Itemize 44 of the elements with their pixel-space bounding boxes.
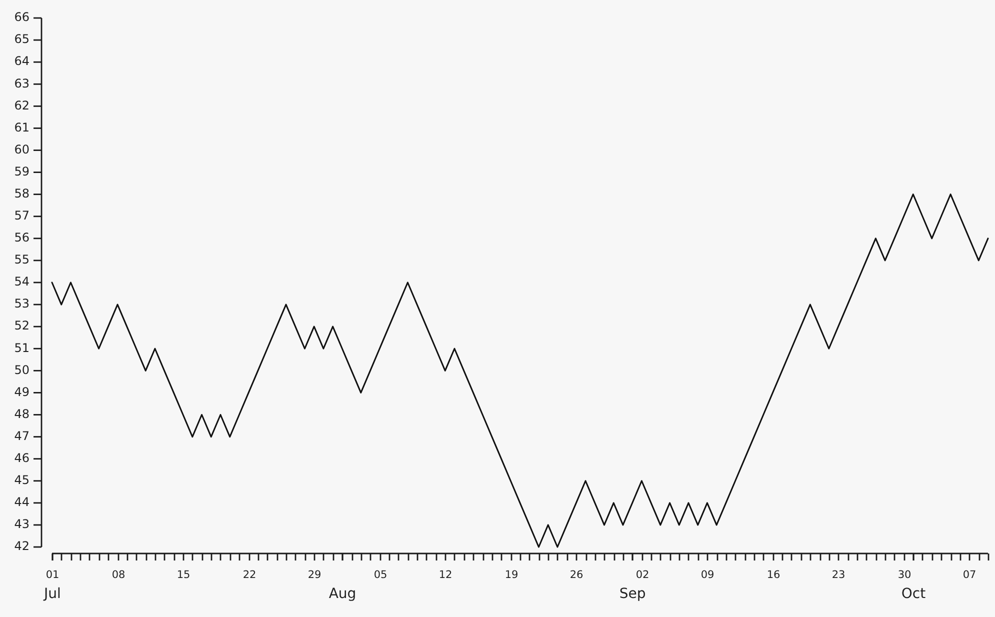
x-tick-label: 19: [504, 569, 518, 582]
y-tick-label: 51: [14, 340, 30, 355]
y-tick-label: 64: [14, 54, 30, 68]
y-tick-label: 43: [14, 517, 30, 532]
x-tick-label: 07: [962, 569, 976, 582]
y-tick-label: 54: [14, 274, 30, 289]
y-tick-label: 53: [14, 296, 30, 311]
y-tick-label: 42: [14, 539, 30, 554]
x-tick-label: 01: [46, 569, 60, 582]
y-tick-label: 58: [14, 186, 30, 200]
y-tick-label: 45: [14, 473, 30, 487]
x-tick-label: 05: [374, 569, 388, 582]
x2-tick-label: Sep: [619, 586, 646, 602]
x2-tick-label: Oct: [901, 586, 926, 602]
y-tick-label: 62: [14, 98, 30, 112]
y-tick-label: 50: [14, 362, 30, 377]
x-tick-label: 30: [898, 569, 912, 582]
x2-tick-label: Aug: [328, 586, 356, 602]
y-tick-label: 55: [14, 252, 30, 267]
y-tick-label: 47: [14, 428, 30, 443]
y-tick-label: 60: [14, 142, 30, 156]
y-tick-label: 61: [14, 120, 30, 134]
y-tick-label: 44: [14, 495, 30, 510]
x-tick-label: 08: [112, 569, 126, 582]
x-tick-label: 22: [242, 569, 256, 582]
y-tick-label: 65: [14, 32, 30, 46]
x-tick-label: 15: [176, 569, 190, 582]
y-tick-label: 63: [14, 76, 30, 90]
x-tick-label: 12: [438, 569, 452, 582]
x-tick-label: 16: [766, 569, 780, 582]
y-tick-label: 57: [14, 208, 30, 222]
x-tick-label: 02: [636, 569, 650, 582]
x-tick-label: 09: [700, 569, 714, 582]
x-tick-label: 29: [308, 569, 322, 582]
y-tick-label: 52: [14, 318, 30, 333]
y-tick-label: 46: [14, 450, 30, 465]
y-tick-label: 49: [14, 384, 30, 399]
x2-tick-label: Jul: [43, 586, 61, 602]
y-tick-label: 66: [14, 10, 30, 24]
y-tick-label: 48: [14, 406, 30, 421]
x-tick-label: 23: [832, 569, 846, 582]
y-tick-label: 59: [14, 164, 30, 178]
y-tick-label: 56: [14, 230, 30, 245]
x-tick-label: 26: [570, 569, 584, 582]
